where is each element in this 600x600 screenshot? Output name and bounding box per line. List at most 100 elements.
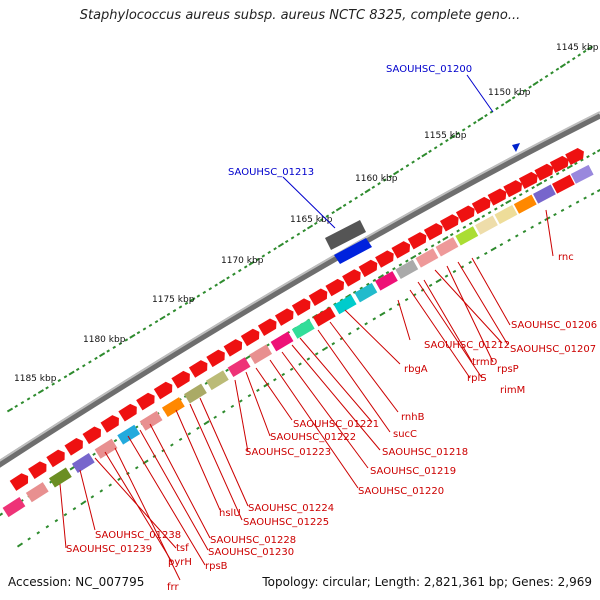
gene-block[interactable] [513, 194, 537, 214]
gene-block[interactable] [374, 271, 398, 291]
gene-block[interactable] [25, 482, 49, 503]
gene-block[interactable] [270, 331, 294, 352]
gene-block[interactable] [354, 282, 378, 303]
gene-block[interactable] [48, 467, 72, 488]
gene-arrow[interactable] [423, 221, 446, 241]
gene-arrow[interactable] [9, 471, 32, 491]
inner-strand-red-arrows[interactable] [9, 146, 587, 491]
outer-strand-features[interactable] [325, 143, 520, 264]
gene-arrow[interactable] [534, 162, 556, 181]
tick-mark [166, 312, 171, 316]
gene-arrow[interactable] [391, 239, 413, 259]
gene-feature-gray[interactable] [325, 220, 366, 250]
gene-block[interactable] [455, 226, 479, 246]
gene-arrow[interactable] [325, 277, 347, 297]
gene-arrow[interactable] [82, 424, 105, 445]
gene-arrow[interactable] [455, 204, 478, 223]
gene-label-hslu[interactable]: hslU [219, 508, 241, 519]
gene-arrow[interactable] [136, 391, 158, 411]
gene-label-saouhsc-01239[interactable]: SAOUHSC_01239 [66, 544, 152, 555]
gene-label-saouhsc-01220[interactable]: SAOUHSC_01220 [358, 486, 444, 497]
gene-arrow[interactable] [439, 212, 462, 232]
gene-arrow[interactable] [487, 187, 510, 206]
gene-arrow[interactable] [308, 287, 331, 306]
gene-label-rpsp[interactable]: rpsP [497, 364, 519, 375]
gene-label-saouhsc-01219[interactable]: SAOUHSC_01219 [370, 466, 456, 477]
gene-label-rbga[interactable]: rbgA [404, 364, 428, 375]
gene-label-rpls[interactable]: rplS [467, 373, 487, 384]
gene-label-saouhsc-01225[interactable]: SAOUHSC_01225 [243, 517, 329, 528]
gene-label-saouhsc-01230[interactable]: SAOUHSC_01230 [208, 547, 294, 558]
gene-label-saouhsc-01224[interactable]: SAOUHSC_01224 [248, 503, 334, 514]
gene-arrow[interactable] [206, 347, 228, 368]
gene-feature-blue[interactable] [334, 238, 372, 264]
gene-feature-blue-arrow[interactable] [512, 143, 520, 152]
gene-arrow[interactable] [274, 306, 297, 326]
gene-label-succ[interactable]: sucC [393, 429, 417, 440]
gene-arrow[interactable] [171, 369, 193, 389]
gene-label-pyrh[interactable]: pyrH [168, 557, 192, 568]
gene-block[interactable] [435, 237, 459, 257]
gene-block[interactable] [475, 215, 498, 235]
gene-arrow[interactable] [471, 195, 494, 215]
gene-label-saouhsc-01207[interactable]: SAOUHSC_01207 [510, 344, 596, 355]
gene-arrow[interactable] [188, 358, 211, 378]
gene-block[interactable] [2, 497, 26, 518]
inner-strand-colored-blocks[interactable] [2, 164, 594, 518]
gene-arrow[interactable] [118, 402, 140, 422]
gene-label-rnc[interactable]: rnc [558, 252, 574, 263]
gene-block[interactable] [139, 410, 163, 431]
gene-block[interactable] [205, 370, 229, 391]
gene-block[interactable] [94, 438, 118, 459]
gene-arrow[interactable] [375, 248, 397, 268]
gene-block[interactable] [291, 319, 315, 339]
gene-label-saouhsc-01238[interactable]: SAOUHSC_01238 [95, 530, 181, 541]
gene-arrow[interactable] [64, 436, 86, 456]
gene-label-rimm[interactable]: rimM [500, 385, 525, 396]
gene-arrow[interactable] [342, 267, 364, 287]
gene-block[interactable] [333, 294, 357, 315]
gene-label-saouhsc-01212[interactable]: SAOUHSC_01212 [424, 340, 510, 351]
gene-label-saouhsc-01228[interactable]: SAOUHSC_01228 [210, 535, 296, 546]
gene-label-saouhsc-01221[interactable]: SAOUHSC_01221 [293, 419, 379, 430]
gene-label-saouhsc-01218[interactable]: SAOUHSC_01218 [382, 447, 468, 458]
gene-block[interactable] [395, 259, 419, 280]
gene-block[interactable] [533, 184, 556, 204]
gene-label-saouhsc-01206[interactable]: SAOUHSC_01206 [511, 320, 597, 331]
gene-arrow[interactable] [358, 258, 381, 278]
gene-arrow[interactable] [291, 296, 314, 316]
gene-block[interactable] [494, 204, 518, 225]
gene-block[interactable] [415, 248, 439, 268]
gene-arrow[interactable] [153, 380, 176, 400]
gene-label-tsf[interactable]: tsf [176, 543, 189, 554]
gene-arrow[interactable] [407, 230, 430, 250]
gene-label-frr[interactable]: frr [167, 582, 179, 593]
gene-arrow[interactable] [518, 170, 541, 190]
gene-arrow[interactable] [565, 146, 586, 166]
gene-arrow[interactable] [503, 178, 525, 198]
gene-block[interactable] [570, 164, 594, 184]
gene-label-trmd[interactable]: trmD [472, 357, 498, 368]
gene-arrow[interactable] [28, 459, 50, 480]
gene-block[interactable] [227, 357, 251, 378]
gene-arrow[interactable] [549, 154, 571, 173]
gene-block[interactable] [117, 424, 141, 445]
gene-label-rnhb[interactable]: rnhB [401, 412, 425, 423]
gene-arrow[interactable] [240, 327, 263, 347]
gene-arrow[interactable] [257, 316, 280, 336]
gene-label-saouhsc-01223[interactable]: SAOUHSC_01223 [245, 447, 331, 458]
gene-label-saouhsc-01213[interactable]: SAOUHSC_01213 [228, 167, 314, 178]
gene-block[interactable] [184, 383, 207, 404]
gene-block[interactable] [249, 344, 273, 365]
gene-arrow[interactable] [100, 413, 123, 433]
gene-block[interactable] [312, 306, 336, 327]
gene-label-rpsb[interactable]: rpsB [205, 561, 228, 572]
gene-block[interactable] [161, 397, 185, 417]
gene-label-saouhsc-01222[interactable]: SAOUHSC_01222 [270, 432, 356, 443]
gene-arrow[interactable] [223, 337, 246, 357]
gene-arrow[interactable] [46, 447, 68, 468]
gene-label-saouhsc-01200[interactable]: SAOUHSC_01200 [386, 64, 472, 75]
gene-block[interactable] [71, 453, 95, 474]
gene-block[interactable] [551, 174, 575, 194]
